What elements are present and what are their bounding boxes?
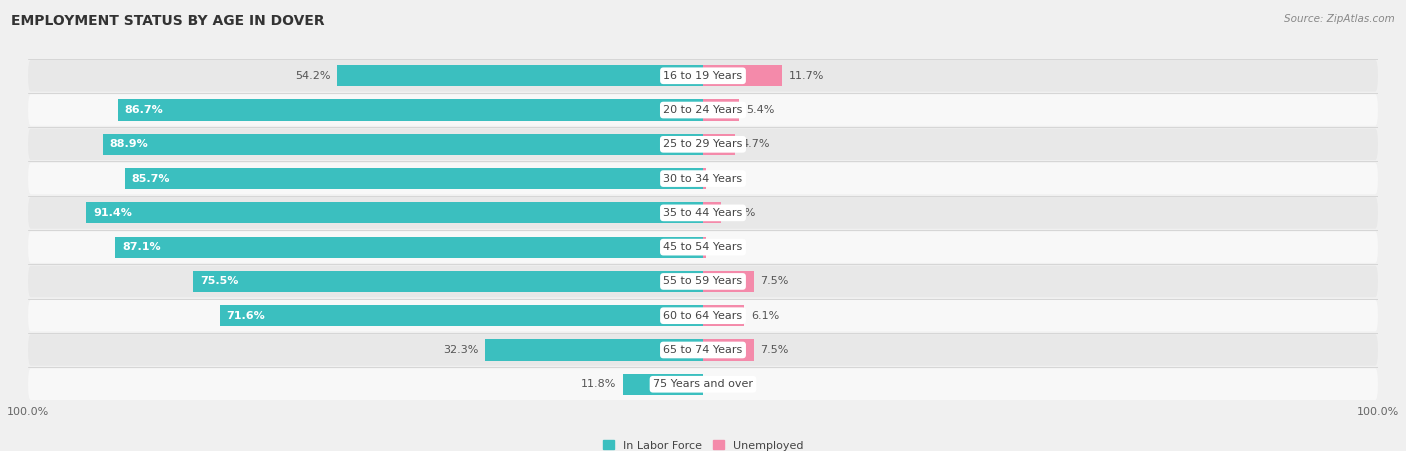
Text: 85.7%: 85.7% (131, 174, 170, 184)
Bar (219, 305, 703, 327)
Bar (623, 373, 703, 395)
FancyBboxPatch shape (28, 266, 1378, 297)
Text: 11.7%: 11.7% (789, 71, 824, 81)
Bar (703, 236, 706, 258)
Text: 75.5%: 75.5% (200, 276, 239, 286)
Bar (703, 305, 744, 327)
Text: 0.4%: 0.4% (713, 242, 741, 252)
Bar (485, 339, 703, 361)
Bar (103, 133, 703, 155)
FancyBboxPatch shape (28, 231, 1378, 263)
Bar (115, 236, 703, 258)
Bar (125, 168, 703, 189)
FancyBboxPatch shape (28, 300, 1378, 331)
Text: 0.5%: 0.5% (713, 174, 741, 184)
Text: 4.7%: 4.7% (741, 139, 770, 149)
Text: 20 to 24 Years: 20 to 24 Years (664, 105, 742, 115)
FancyBboxPatch shape (28, 163, 1378, 194)
Text: 30 to 34 Years: 30 to 34 Years (664, 174, 742, 184)
FancyBboxPatch shape (28, 94, 1378, 126)
Text: 87.1%: 87.1% (122, 242, 160, 252)
Text: 71.6%: 71.6% (226, 311, 266, 321)
Text: 65 to 74 Years: 65 to 74 Years (664, 345, 742, 355)
Bar (337, 65, 703, 87)
Bar (703, 168, 706, 189)
Text: 32.3%: 32.3% (443, 345, 478, 355)
Bar (703, 202, 720, 224)
Text: 54.2%: 54.2% (295, 71, 330, 81)
Bar (703, 99, 740, 121)
Text: 60 to 64 Years: 60 to 64 Years (664, 311, 742, 321)
Text: 91.4%: 91.4% (93, 208, 132, 218)
Text: 11.8%: 11.8% (581, 379, 617, 389)
FancyBboxPatch shape (28, 197, 1378, 229)
Text: 7.5%: 7.5% (761, 276, 789, 286)
Text: 2.6%: 2.6% (727, 208, 755, 218)
Text: 16 to 19 Years: 16 to 19 Years (664, 71, 742, 81)
FancyBboxPatch shape (28, 129, 1378, 160)
FancyBboxPatch shape (28, 334, 1378, 366)
Text: 75 Years and over: 75 Years and over (652, 379, 754, 389)
Text: 5.4%: 5.4% (747, 105, 775, 115)
Text: 6.1%: 6.1% (751, 311, 779, 321)
Text: 7.5%: 7.5% (761, 345, 789, 355)
Bar (703, 271, 754, 292)
Text: 45 to 54 Years: 45 to 54 Years (664, 242, 742, 252)
Bar (703, 65, 782, 87)
Text: 25 to 29 Years: 25 to 29 Years (664, 139, 742, 149)
Legend: In Labor Force, Unemployed: In Labor Force, Unemployed (603, 440, 803, 451)
Text: 35 to 44 Years: 35 to 44 Years (664, 208, 742, 218)
Bar (118, 99, 703, 121)
Bar (703, 133, 735, 155)
Text: 0.0%: 0.0% (710, 379, 738, 389)
Bar (86, 202, 703, 224)
Text: Source: ZipAtlas.com: Source: ZipAtlas.com (1284, 14, 1395, 23)
FancyBboxPatch shape (28, 60, 1378, 92)
Bar (194, 271, 703, 292)
FancyBboxPatch shape (28, 368, 1378, 400)
Bar (703, 339, 754, 361)
Text: 88.9%: 88.9% (110, 139, 149, 149)
Text: 55 to 59 Years: 55 to 59 Years (664, 276, 742, 286)
Text: 86.7%: 86.7% (125, 105, 163, 115)
Text: EMPLOYMENT STATUS BY AGE IN DOVER: EMPLOYMENT STATUS BY AGE IN DOVER (11, 14, 325, 28)
